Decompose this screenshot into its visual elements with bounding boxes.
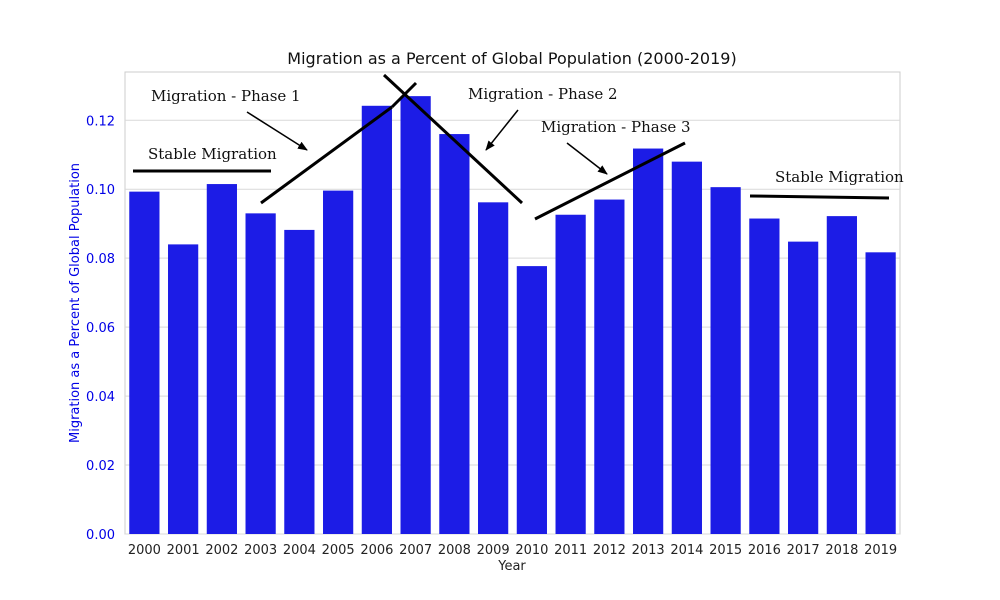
annotations: Stable Migration Migration - Phase 1 Migra… [133,73,904,221]
x-tick-label: 2016 [748,543,781,558]
x-tick-label: 2002 [205,543,238,558]
bar-2000 [129,191,160,534]
bar-2013 [633,148,664,535]
bar-2018 [826,216,857,534]
annotation-label: Stable Migration [148,145,277,163]
bar-2001 [168,244,199,534]
bar-2009 [478,202,509,534]
bar-2004 [284,229,315,534]
x-tick-label: 2009 [477,543,510,558]
x-tick-label: 2011 [554,543,587,558]
bar-2010 [516,266,547,534]
annotation-label: Stable Migration [775,168,904,186]
bar-2003 [245,213,276,534]
bar-2011 [555,214,586,535]
annotation-label: Migration - Phase 1 [151,87,301,105]
y-tick-label: 0.12 [86,114,115,129]
annotation-arrow [566,142,608,175]
x-tick-label: 2004 [283,543,316,558]
y-tick-label: 0.08 [86,252,115,267]
x-tick-label: 2019 [864,543,897,558]
chart-title: Migration as a Percent of Global Populat… [287,49,736,68]
x-tick-label: 2001 [167,543,200,558]
x-tick-label: 2007 [399,543,432,558]
x-tick-label: 2008 [438,543,471,558]
x-tick-label: 2013 [632,543,665,558]
x-tick-label: 2017 [787,543,820,558]
x-tick-label: 2018 [825,543,858,558]
y-tick-label: 0.06 [86,321,115,336]
annotation-label: Migration - Phase 2 [468,85,618,103]
bar-2005 [323,190,354,535]
bar-2002 [206,184,237,534]
y-tick-label: 0.04 [86,390,115,405]
bar-2012 [594,199,625,534]
bar-2019 [865,252,896,534]
phase-trend-line [534,141,686,221]
y-tick-label: 0.02 [86,459,115,474]
bar-2016 [749,218,780,534]
stable-migration-line [749,194,890,200]
bar-2006 [361,105,392,535]
y-tick-labels: 0.00 0.02 0.04 0.06 0.08 0.10 0.12 [86,114,115,543]
y-axis-label: Migration as a Percent of Global Populat… [68,163,83,443]
bar-2015 [710,187,741,535]
bar-2008 [439,134,470,535]
bar-2014 [671,161,702,534]
x-tick-label: 2012 [593,543,626,558]
x-tick-label: 2000 [128,543,161,558]
bars [129,96,896,535]
y-tick-label: 0.00 [86,528,115,543]
bar-2007 [400,96,431,534]
phase-trend-line [390,81,418,109]
x-tick-label: 2006 [360,543,393,558]
annotation-arrow [485,109,519,151]
x-tick-label: 2005 [322,543,355,558]
phase-trend-line [260,105,393,205]
annotation-arrow [246,111,308,151]
x-axis-label: Year [497,559,526,574]
x-tick-label: 2015 [709,543,742,558]
x-tick-label: 2010 [515,543,548,558]
x-tick-label: 2014 [670,543,703,558]
x-tick-labels: 2000 2001 2002 2003 2004 2005 2006 2007 2008 2009… [128,543,897,558]
x-tick-label: 2003 [244,543,277,558]
bar-2017 [788,241,819,534]
annotation-label: Migration - Phase 3 [541,118,691,136]
y-tick-label: 0.10 [86,183,115,198]
phase-trend-line [382,73,524,205]
